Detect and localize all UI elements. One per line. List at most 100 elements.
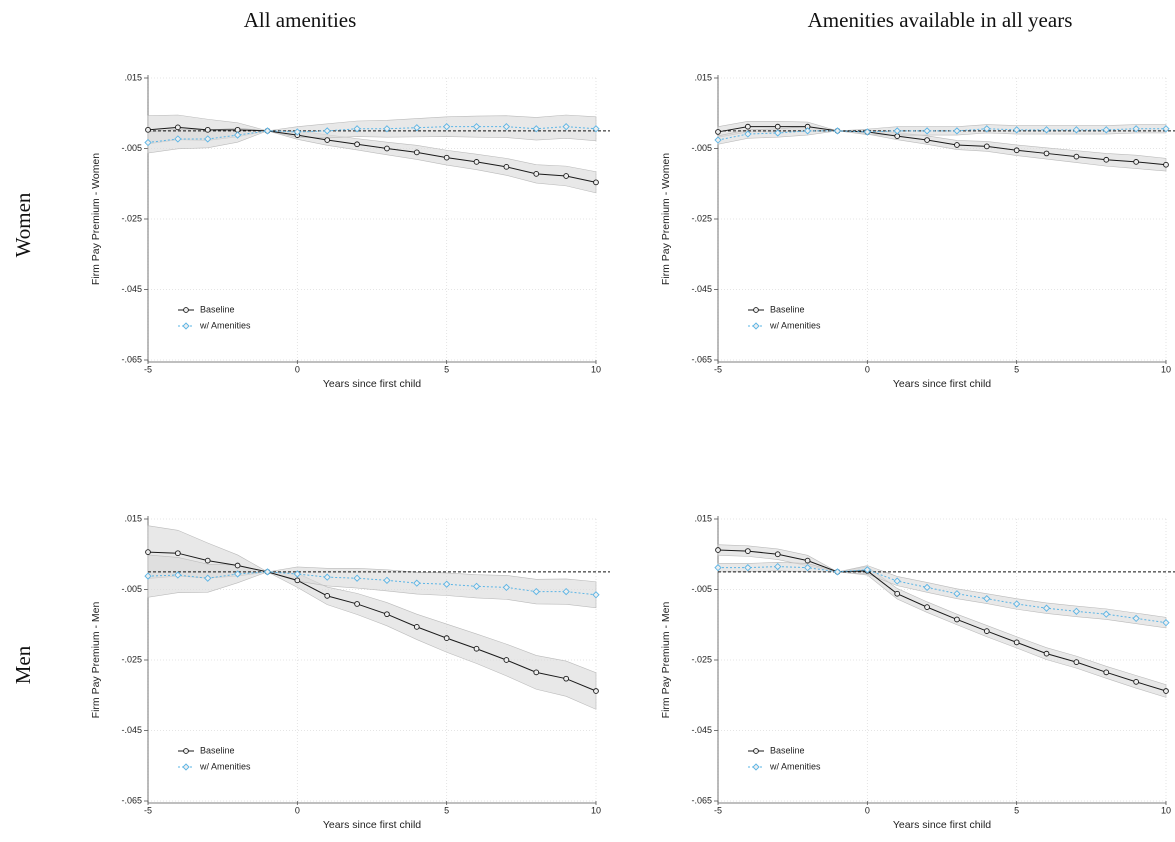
data-point [833, 127, 842, 135]
data-point [593, 179, 599, 186]
y-tick-label: .015 [124, 513, 142, 523]
data-point [774, 562, 782, 571]
data-point [144, 572, 152, 580]
data-point [383, 576, 391, 584]
data-point [562, 123, 570, 131]
data-point [413, 579, 421, 587]
y-tick-label: .015 [694, 72, 712, 82]
data-point [532, 587, 540, 596]
data-point [323, 127, 331, 135]
confidence-band [717, 562, 1167, 629]
data-point [293, 570, 301, 578]
row-label: Women [11, 192, 35, 257]
data-point [924, 137, 930, 143]
data-point [443, 123, 451, 131]
data-point [324, 137, 331, 143]
data-point [1013, 147, 1020, 154]
data-point [1042, 126, 1051, 134]
data-point [353, 125, 361, 133]
data-point [593, 688, 599, 694]
data-point [1072, 126, 1081, 134]
x-axis-title: Years since first child [323, 378, 421, 390]
data-point [233, 131, 242, 139]
data-point [324, 592, 331, 599]
data-point [863, 128, 871, 136]
data-point [1163, 161, 1169, 168]
panel: -.065 -.045 -.025 -.005 .015 -5 0 5 10 Firm Pay P… [90, 72, 610, 390]
data-point [953, 127, 961, 135]
data-point [145, 126, 151, 133]
data-point [744, 564, 752, 572]
x-tick-label: -5 [144, 364, 152, 374]
y-tick-label: -.065 [691, 354, 712, 364]
data-point [384, 145, 390, 152]
y-tick-label: -.025 [691, 654, 712, 664]
data-point [443, 635, 450, 641]
data-point [714, 136, 722, 144]
data-point [983, 143, 990, 150]
data-point [503, 657, 510, 663]
x-axis-title: Years since first child [893, 378, 991, 390]
x-axis-title: Years since first child [893, 819, 991, 831]
x-tick-label: 10 [1161, 364, 1171, 374]
data-point [263, 127, 272, 135]
y-tick-label: -.005 [691, 584, 712, 594]
data-point [1162, 618, 1170, 627]
data-point [473, 159, 480, 165]
data-point [533, 669, 540, 676]
legend-marker [753, 307, 759, 313]
data-point [953, 590, 961, 598]
data-point [863, 566, 871, 574]
y-tick-label: -.065 [691, 795, 712, 805]
data-point [145, 549, 151, 555]
data-point [443, 154, 450, 161]
data-point [1132, 125, 1140, 133]
data-point [1163, 688, 1169, 694]
data-point [1103, 669, 1110, 676]
data-point [294, 577, 301, 584]
data-point [204, 135, 212, 143]
column-title: Amenities available in all years [808, 8, 1073, 32]
data-point [443, 580, 451, 588]
data-point [1162, 125, 1170, 133]
data-point [1013, 639, 1020, 646]
data-point [745, 123, 751, 130]
column-title: All amenities [244, 8, 357, 32]
y-axis-title: Firm Pay Premium - Women [660, 153, 672, 285]
legend-label: Baseline [770, 745, 805, 755]
legend-label: Baseline [200, 304, 235, 314]
y-tick-label: -.045 [691, 725, 712, 735]
data-point [894, 590, 901, 597]
panel: -.065 -.045 -.025 -.005 .015 -5 0 5 10 Firm Pay P… [660, 513, 1175, 831]
data-point [233, 570, 242, 578]
data-point [472, 582, 481, 590]
data-point [1013, 600, 1021, 608]
y-tick-label: -.065 [121, 354, 142, 364]
data-point [204, 126, 211, 133]
data-point [774, 123, 781, 130]
y-tick-label: -.025 [121, 654, 142, 664]
y-tick-label: -.025 [691, 213, 712, 223]
panel: -.065 -.045 -.025 -.005 .015 -5 0 5 10 Firm Pay P… [90, 513, 610, 831]
data-point [1073, 659, 1080, 665]
y-tick-label: -.045 [121, 725, 142, 735]
y-axis-title: Firm Pay Premium - Men [90, 602, 102, 719]
data-point [144, 138, 152, 147]
data-point [774, 129, 782, 137]
data-point [803, 127, 812, 135]
data-point [413, 124, 421, 132]
y-tick-label: -.005 [121, 143, 142, 153]
panel: -.065 -.045 -.025 -.005 .015 -5 0 5 10 Firm Pay P… [660, 72, 1175, 390]
data-point [473, 645, 480, 652]
x-tick-label: 10 [1161, 805, 1171, 815]
x-tick-label: 10 [591, 364, 601, 374]
data-point [413, 624, 420, 630]
data-point [893, 127, 901, 135]
data-point [803, 564, 812, 572]
data-point [353, 574, 361, 582]
legend-label: w/ Amenities [199, 320, 251, 330]
data-point [592, 591, 600, 599]
data-point [923, 127, 931, 135]
legend-marker [752, 763, 760, 771]
x-tick-label: -5 [714, 805, 722, 815]
